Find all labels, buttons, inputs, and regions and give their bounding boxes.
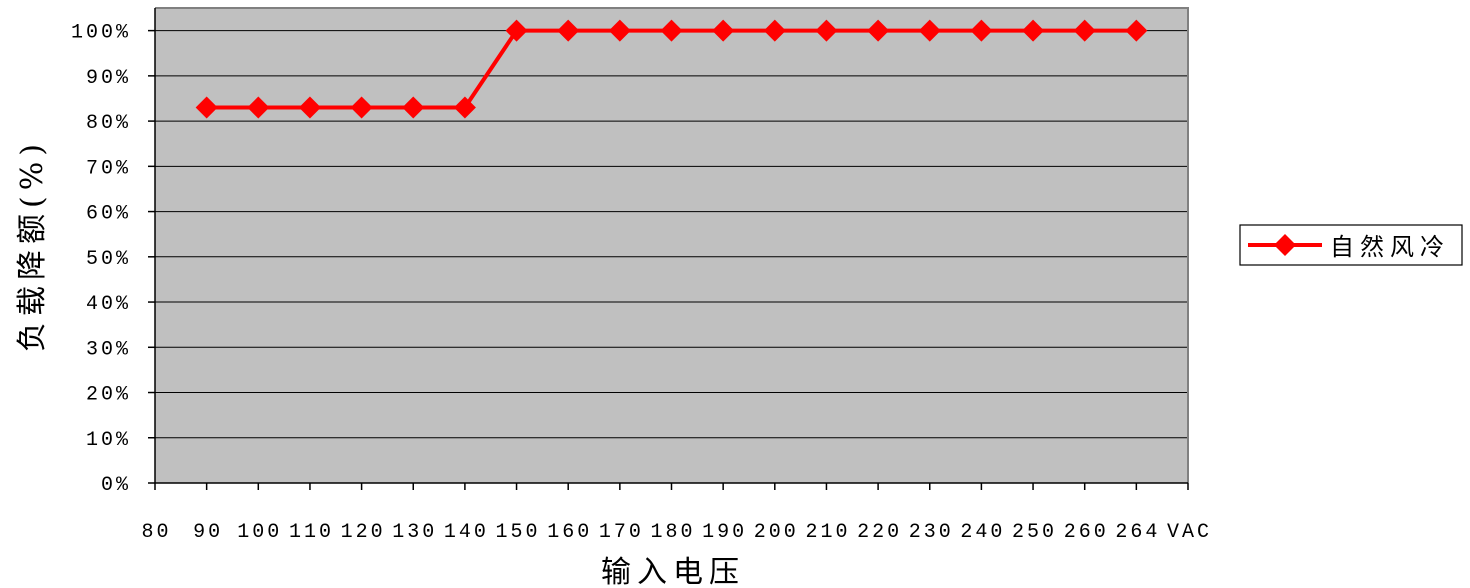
y-tick-label: 70% xyxy=(86,157,131,180)
x-tick-label: 190 xyxy=(702,521,747,544)
data-point xyxy=(660,19,683,42)
y-tick-label: 20% xyxy=(86,384,131,407)
plot-area xyxy=(155,8,1188,483)
y-tick-label: 60% xyxy=(86,203,131,226)
data-point xyxy=(608,19,631,42)
data-point xyxy=(453,96,476,119)
x-tick-label: 180 xyxy=(650,521,695,544)
x-tick-label: 90 xyxy=(193,521,223,544)
data-point xyxy=(712,19,735,42)
x-tick-label: 170 xyxy=(599,521,644,544)
data-point xyxy=(350,96,373,119)
x-tick-label: 210 xyxy=(805,521,850,544)
data-point xyxy=(1125,19,1148,42)
data-point xyxy=(1073,19,1096,42)
x-tick-label: 80 xyxy=(141,521,171,544)
y-tick-label: 50% xyxy=(86,248,131,271)
x-tick-label: 230 xyxy=(909,521,954,544)
x-tick-label: 250 xyxy=(1012,521,1057,544)
x-tick-label: 264 xyxy=(1115,521,1160,544)
x-tick-label: 130 xyxy=(392,521,437,544)
y-tick-label: 90% xyxy=(86,67,131,90)
data-point xyxy=(247,96,270,119)
x-tick-label: 260 xyxy=(1064,521,1109,544)
plot-border xyxy=(155,7,1189,483)
y-tick-label: 0% xyxy=(101,474,131,497)
data-point xyxy=(867,19,890,42)
data-point xyxy=(970,19,993,42)
x-tick-label: 110 xyxy=(289,521,334,544)
x-tick-label: 200 xyxy=(754,521,799,544)
data-point xyxy=(557,19,580,42)
y-tick-label: 100% xyxy=(71,22,131,45)
x-tick-label: 220 xyxy=(857,521,902,544)
legend-label: 自然风冷 xyxy=(1330,233,1450,261)
data-point xyxy=(815,19,838,42)
x-tick-label: 100 xyxy=(237,521,282,544)
data-point xyxy=(918,19,941,42)
x-tick-label: 150 xyxy=(496,521,541,544)
x-tick-label: 240 xyxy=(960,521,1005,544)
data-point xyxy=(505,19,528,42)
data-point xyxy=(763,19,786,42)
plot-layer: 0% 10% 20% 30% 40% 50% 60% 70% 80% 90% 100% 80 90 100… xyxy=(71,7,1212,544)
y-tick-label: 30% xyxy=(86,338,131,361)
y-tick-label: 40% xyxy=(86,293,131,316)
y-tick-label: 80% xyxy=(86,112,131,135)
x-tick-label: 160 xyxy=(547,521,592,544)
data-point xyxy=(298,96,321,119)
legend-swatch-marker xyxy=(1274,234,1296,256)
x-tick-label: 140 xyxy=(444,521,489,544)
x-tick-label: 120 xyxy=(341,521,386,544)
y-axis-title: 负载降额(%) xyxy=(15,138,50,352)
x-tick-label: VAC xyxy=(1167,521,1212,544)
x-axis-title: 输入电压 xyxy=(601,555,745,588)
data-point xyxy=(1022,19,1045,42)
data-point xyxy=(402,96,425,119)
y-tick-label: 10% xyxy=(86,429,131,452)
data-point xyxy=(195,96,218,119)
legend: 自然风冷 xyxy=(1239,224,1463,266)
